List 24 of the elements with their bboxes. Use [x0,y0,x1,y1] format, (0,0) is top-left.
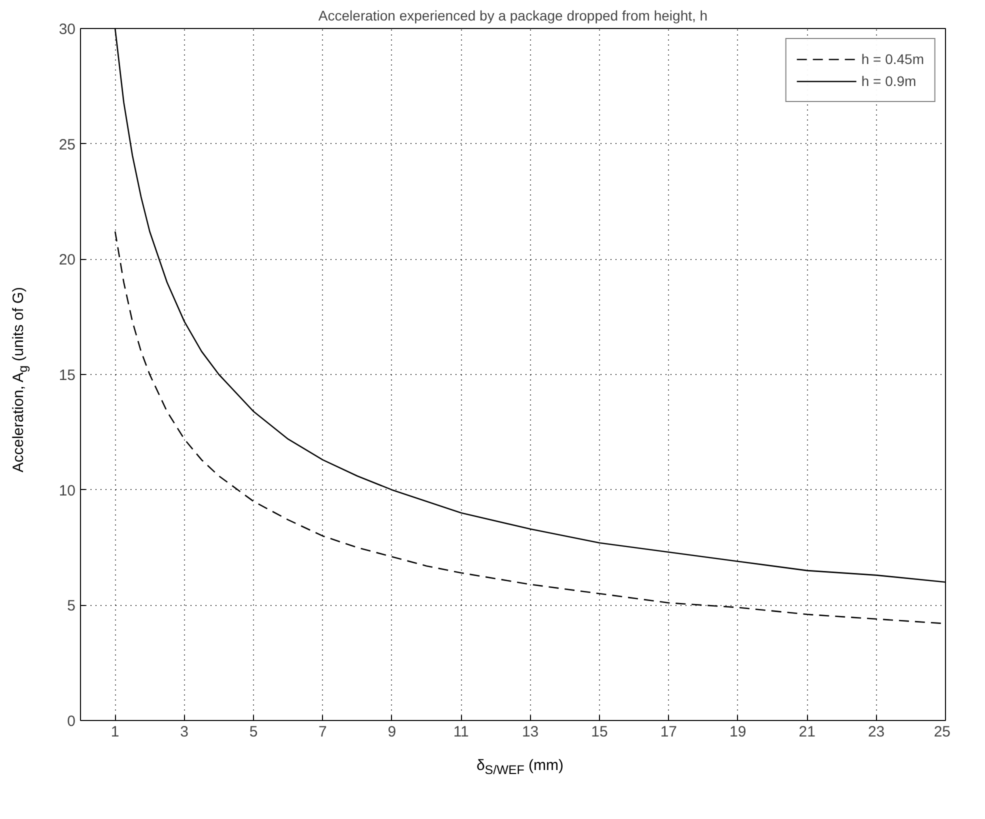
x-tick-label: 15 [591,724,608,740]
x-tick-label: 3 [180,724,188,740]
x-tick-label: 1 [110,724,120,740]
x-tick-label: 17 [660,724,678,740]
legend-label: h = 0.9m [861,73,916,89]
x-tick-label: 5 [249,724,258,740]
x-tick-label: 13 [522,724,539,740]
x-axis-title: δ$_{S/WEF}$ (mm) [476,756,564,779]
x-tick-label: 11 [453,724,469,740]
x-tick-label: 19 [730,724,746,740]
x-tick-label: 25 [934,724,951,740]
x-tick-label: 7 [318,724,327,740]
y-tick-label: 15 [58,367,76,384]
legend-label: h = 0.45m [861,51,924,67]
y-tick-label: 0 [67,713,76,730]
x-tick-label: 21 [798,724,816,740]
y-tick-label: 20 [58,252,76,269]
y-tick-label: 10 [58,482,76,500]
y-tick-label: 25 [58,136,76,154]
chart-title: Acceleration experienced by a package dropped from height, h [318,8,708,24]
x-tick-label: 9 [388,724,396,740]
x-tick-label: 23 [868,724,885,740]
y-tick-label: 30 [58,21,76,38]
y-tick-label: 5 [67,598,76,615]
